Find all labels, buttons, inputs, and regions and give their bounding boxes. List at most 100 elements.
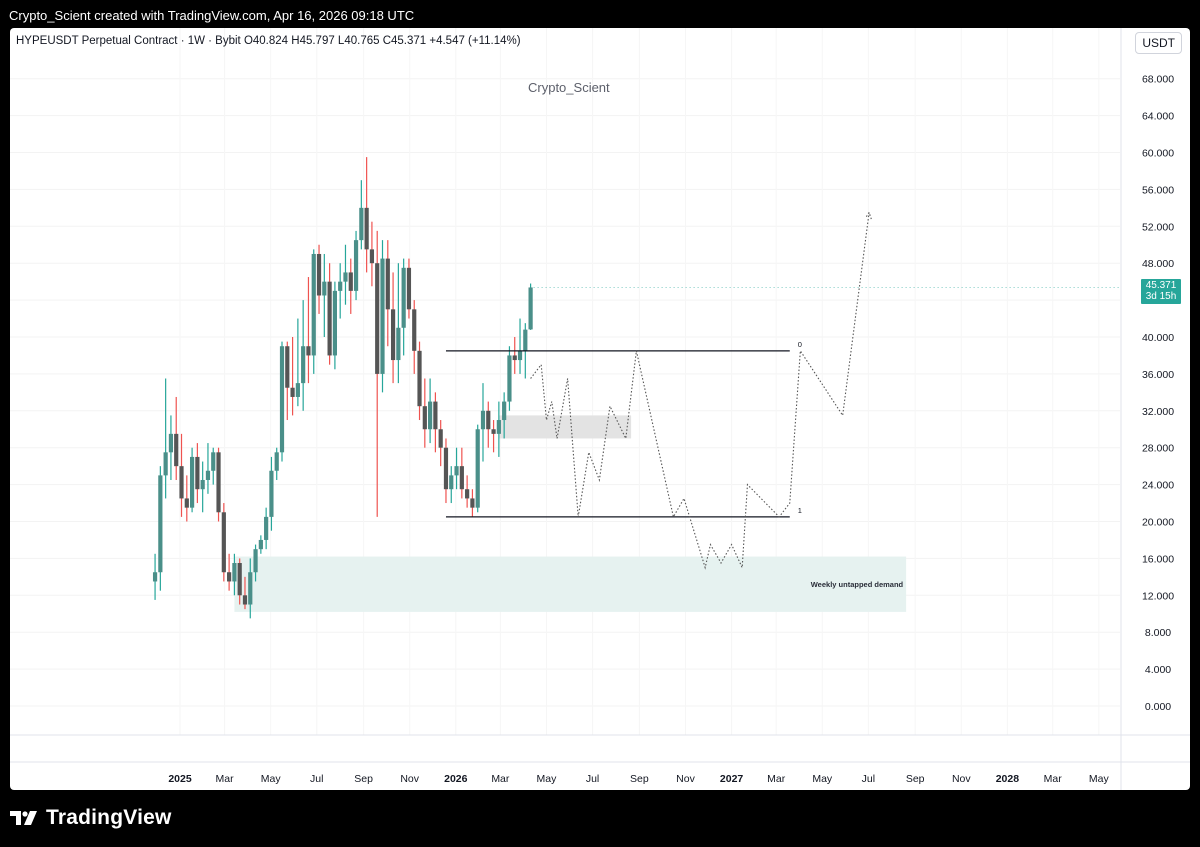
- candle-body: [433, 401, 438, 430]
- candle-body: [406, 267, 412, 310]
- candle-body: [285, 346, 290, 388]
- price-tick-label: 48.000: [1142, 258, 1174, 270]
- bar-countdown: 3d 15h: [1145, 291, 1177, 302]
- candle-body: [242, 595, 248, 605]
- chart-watermark: Crypto_Scient: [528, 80, 610, 95]
- candle-body: [322, 281, 327, 296]
- candle-body: [491, 429, 496, 434]
- price-tick-label: 12.000: [1142, 590, 1174, 602]
- candle-body: [163, 452, 168, 476]
- candle-body: [459, 466, 464, 490]
- time-tick-label: May: [261, 773, 282, 785]
- candle-body: [523, 329, 528, 351]
- time-tick-label: May: [812, 773, 833, 785]
- candle-body: [496, 420, 501, 434]
- candlestick-chart[interactable]: Weekly untapped demand 01 0.0004.0008.00…: [10, 28, 1190, 790]
- candle-body: [401, 267, 406, 328]
- axes: 0.000 4.000 8.000 12.000 16.000 20.000 24.000 2…: [10, 28, 1190, 790]
- candle-body: [295, 383, 300, 397]
- candle-body: [316, 253, 322, 296]
- candle-body: [428, 401, 433, 430]
- attribution-header: Crypto_Scient created with TradingView.c…: [9, 8, 415, 23]
- candle-body: [327, 281, 332, 356]
- candle-body: [449, 475, 454, 490]
- candle-body: [248, 572, 253, 605]
- price-tick-label: 68.000: [1142, 74, 1174, 86]
- candle-body: [184, 498, 189, 508]
- candle-body: [195, 456, 200, 490]
- candle-body: [332, 290, 337, 356]
- candle-body: [375, 263, 380, 374]
- candle-body: [200, 479, 205, 490]
- projected-path: [530, 212, 870, 570]
- price-tick-label: 16.000: [1142, 553, 1174, 565]
- tradingview-brand[interactable]: TradingView: [10, 806, 172, 830]
- candle-body: [380, 258, 385, 374]
- price-tick-label: 32.000: [1142, 406, 1174, 418]
- candle-body: [348, 272, 353, 291]
- brand-name: TradingView: [46, 806, 172, 829]
- zones: Weekly untapped demand: [234, 415, 907, 612]
- time-tick-label: 2027: [720, 773, 744, 785]
- range-top-line-label: 0: [798, 340, 802, 349]
- candle-body: [502, 401, 507, 421]
- candle-body: [385, 258, 390, 310]
- price-tick-label: 8.000: [1145, 627, 1171, 639]
- price-tick-label: 28.000: [1142, 443, 1174, 455]
- candle-body: [475, 429, 480, 508]
- candle-body: [390, 309, 396, 361]
- time-tick-label: Mar: [216, 773, 235, 785]
- candle-body: [216, 452, 221, 513]
- candle-body: [301, 346, 306, 384]
- price-tick-label: 24.000: [1142, 480, 1174, 492]
- candle-body: [264, 516, 269, 540]
- time-tick-label: 2025: [168, 773, 192, 785]
- time-tick-label: May: [537, 773, 558, 785]
- candle-body: [253, 549, 258, 573]
- candle-body: [168, 433, 174, 453]
- demand-zone-label: Weekly untapped demand: [811, 580, 904, 589]
- candle-body: [486, 410, 491, 430]
- tradingview-logo-icon: [10, 811, 37, 825]
- candle-body: [174, 433, 179, 467]
- time-tick-label: Nov: [952, 773, 971, 785]
- candle-body: [152, 572, 158, 582]
- candle-body: [396, 327, 401, 361]
- candle-body: [480, 410, 486, 430]
- candle-body: [465, 489, 470, 499]
- candle-body: [454, 466, 459, 476]
- price-tick-label: 56.000: [1142, 184, 1174, 196]
- candle-body: [269, 470, 274, 517]
- time-tick-label: Nov: [676, 773, 695, 785]
- candle-body: [369, 249, 375, 264]
- candle-body: [258, 539, 263, 550]
- grid: [10, 28, 1120, 735]
- consolidation-zone: [498, 415, 632, 439]
- projection-arrowhead: [864, 211, 872, 220]
- candles: [152, 157, 533, 619]
- time-tick-label: May: [1089, 773, 1110, 785]
- time-tick-label: 2026: [444, 773, 468, 785]
- price-tick-label: 4.000: [1145, 664, 1171, 676]
- currency-button[interactable]: USDT: [1135, 32, 1182, 54]
- candle-body: [279, 346, 285, 453]
- candle-body: [353, 240, 359, 291]
- time-tick-label: 2028: [996, 773, 1020, 785]
- last-price-value: 45.371: [1145, 280, 1177, 291]
- candle-body: [205, 470, 211, 480]
- candle-body: [412, 309, 417, 351]
- candle-body: [443, 447, 449, 490]
- candle-body: [517, 350, 523, 361]
- time-tick-label: Sep: [630, 773, 649, 785]
- time-tick-label: Jul: [586, 773, 599, 785]
- candle-body: [227, 572, 232, 582]
- candle-body: [158, 475, 163, 573]
- candle-body: [290, 387, 295, 397]
- time-tick-label: Mar: [1044, 773, 1063, 785]
- candle-body: [221, 512, 226, 573]
- candle-body: [311, 253, 316, 356]
- candle-body: [528, 287, 533, 330]
- price-tick-label: 36.000: [1142, 369, 1174, 381]
- symbol-info: HYPEUSDT Perpetual Contract · 1W · Bybit…: [16, 35, 521, 47]
